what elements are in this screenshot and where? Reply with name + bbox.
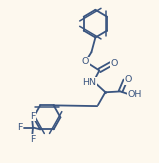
Text: O: O [82,57,89,67]
Text: O: O [111,59,118,68]
Text: F: F [18,123,23,132]
Text: HN: HN [83,78,97,87]
Text: F: F [30,112,35,121]
Text: O: O [124,75,132,84]
Text: OH: OH [127,90,141,99]
Text: F: F [30,135,35,144]
